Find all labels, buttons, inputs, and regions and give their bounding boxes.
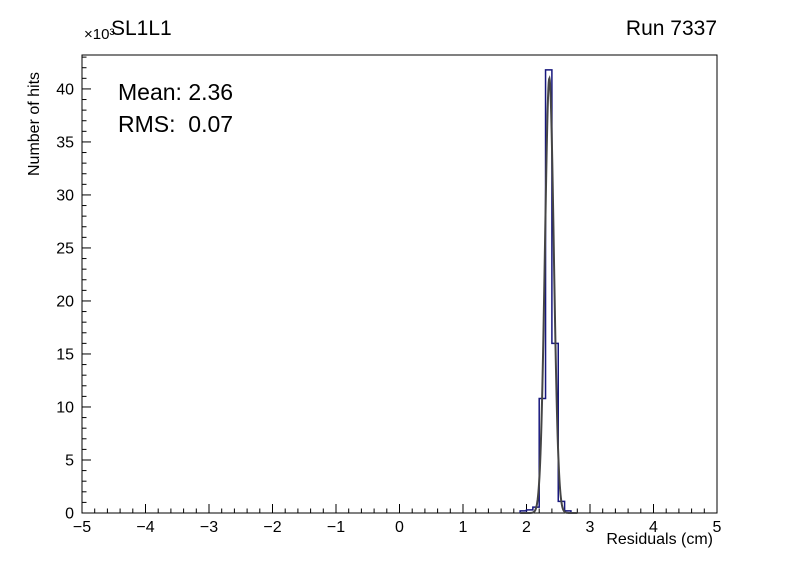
x-axis-title: Residuals (cm) — [606, 531, 713, 548]
y-tick-label: 20 — [56, 293, 74, 310]
y-tick-label: 25 — [56, 240, 74, 257]
y-tick-label: 10 — [56, 399, 74, 416]
x-tick-label: −2 — [263, 519, 281, 536]
y-tick-label: 35 — [56, 134, 74, 151]
stat-mean: Mean: 2.36 — [118, 79, 234, 105]
x-tick-label: 5 — [713, 519, 722, 536]
x-tick-label: 1 — [459, 519, 468, 536]
y-tick-label: 5 — [65, 452, 74, 469]
x-tick-label: 3 — [586, 519, 595, 536]
y-tick-label: 30 — [56, 187, 74, 204]
x-tick-label: −1 — [327, 519, 345, 536]
fit-curve — [520, 75, 578, 514]
stat-rms: RMS: 0.07 — [118, 111, 234, 137]
y-tick-label: 40 — [56, 81, 74, 98]
run-label: Run 7337 — [625, 17, 717, 40]
x-tick-label: −3 — [200, 519, 218, 536]
x-tick-label: 4 — [649, 519, 658, 536]
y-axis-multiplier: ×10³ — [84, 26, 115, 43]
x-tick-label: −4 — [136, 519, 154, 536]
y-axis-title: Number of hits — [26, 71, 43, 176]
histogram-title: SL1L1 — [111, 17, 172, 40]
x-tick-label: 2 — [522, 519, 531, 536]
histogram-step-line — [519, 69, 572, 513]
x-tick-label: 0 — [395, 519, 404, 536]
y-tick-label: 0 — [65, 506, 74, 523]
x-tick-label: −5 — [73, 519, 91, 536]
stats-box: Mean: 2.36 RMS: 0.07 — [118, 76, 233, 140]
y-tick-label: 15 — [56, 346, 74, 363]
